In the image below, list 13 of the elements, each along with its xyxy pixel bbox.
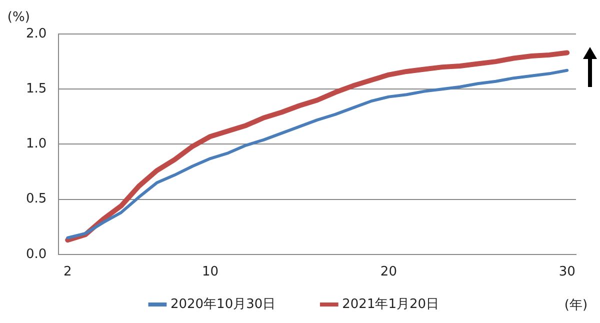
- y-tick-label: 0.5: [26, 192, 47, 207]
- y-tick-label: 1.0: [26, 136, 47, 152]
- legend-label: 2021年1月20日: [342, 296, 440, 312]
- x-tick-label: 2: [63, 264, 72, 280]
- y-tick-label: 0.0: [26, 246, 47, 262]
- y-tick-label: 2.0: [26, 26, 47, 42]
- legend-label: 2020年10月30日: [170, 296, 315, 312]
- x-axis-title: (年): [564, 298, 588, 313]
- y-tick-label: 1.5: [26, 81, 47, 96]
- x-tick-label: 10: [202, 264, 219, 280]
- x-tick-label: 30: [558, 264, 576, 280]
- x-tick-label: 20: [380, 264, 397, 280]
- y-axis-title: (%): [7, 10, 30, 25]
